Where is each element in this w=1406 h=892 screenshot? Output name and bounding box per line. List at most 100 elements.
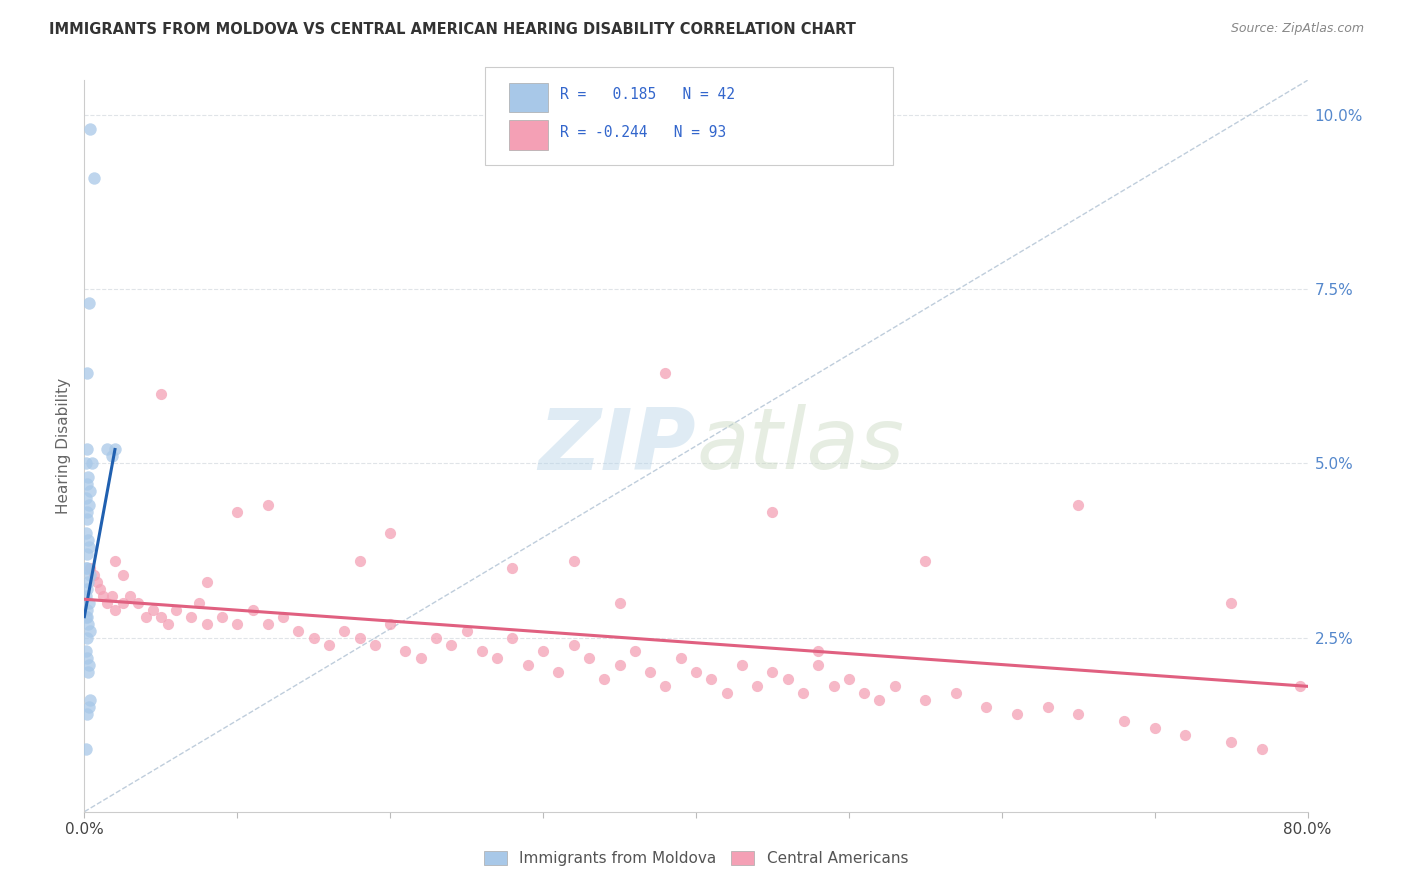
Point <box>226 616 249 631</box>
Point <box>669 651 692 665</box>
Point <box>195 574 218 589</box>
Point <box>101 589 124 603</box>
Point <box>77 658 100 673</box>
Point <box>120 589 142 603</box>
Point <box>226 505 249 519</box>
Point <box>456 624 478 638</box>
Point <box>547 665 569 680</box>
Point <box>1174 728 1197 742</box>
Point <box>211 609 233 624</box>
Point <box>1067 498 1090 512</box>
Point <box>96 442 118 457</box>
Point <box>135 609 157 624</box>
Point <box>869 693 891 707</box>
Point <box>76 707 98 722</box>
Point <box>807 644 830 658</box>
Point <box>79 484 101 499</box>
Point <box>75 457 97 471</box>
Point <box>578 651 600 665</box>
Point <box>165 603 187 617</box>
Point <box>77 616 100 631</box>
Point <box>761 505 783 519</box>
Point <box>747 679 769 693</box>
Point <box>142 603 165 617</box>
Point <box>440 638 463 652</box>
Point <box>853 686 876 700</box>
Point <box>761 665 783 680</box>
Point <box>838 673 860 687</box>
Point <box>976 700 998 714</box>
Point <box>471 644 494 658</box>
Point <box>562 638 585 652</box>
Text: R =   0.185   N = 42: R = 0.185 N = 42 <box>560 87 734 103</box>
Point <box>823 679 845 693</box>
Point <box>77 498 100 512</box>
Point <box>654 679 676 693</box>
Point <box>76 512 98 526</box>
Point <box>883 679 905 693</box>
Point <box>486 651 509 665</box>
Point <box>333 624 356 638</box>
Point <box>502 561 524 575</box>
Point <box>914 554 936 568</box>
Point <box>77 296 100 310</box>
Point <box>76 561 98 575</box>
Point <box>79 122 101 136</box>
Point <box>302 631 325 645</box>
Point <box>609 658 631 673</box>
Point <box>380 616 402 631</box>
Point <box>1143 721 1166 735</box>
Point <box>562 554 585 568</box>
Point <box>593 673 616 687</box>
Point <box>104 554 127 568</box>
Point <box>776 673 799 687</box>
Legend: Immigrants from Moldova, Central Americans: Immigrants from Moldova, Central America… <box>484 851 908 866</box>
Point <box>349 631 371 645</box>
Point <box>409 651 432 665</box>
Point <box>75 589 97 603</box>
Y-axis label: Hearing Disability: Hearing Disability <box>56 378 72 514</box>
Point <box>76 547 98 561</box>
Point <box>1005 707 1028 722</box>
Text: atlas: atlas <box>696 404 904 488</box>
Point <box>149 386 172 401</box>
Text: R = -0.244   N = 93: R = -0.244 N = 93 <box>560 125 725 140</box>
Point <box>77 533 100 547</box>
Point <box>638 665 661 680</box>
Point <box>380 526 402 541</box>
Point <box>104 442 127 457</box>
Point <box>394 644 416 658</box>
Point <box>76 631 98 645</box>
Point <box>91 589 114 603</box>
Point <box>731 658 754 673</box>
Text: Source: ZipAtlas.com: Source: ZipAtlas.com <box>1230 22 1364 36</box>
Point <box>75 526 97 541</box>
Point <box>1250 742 1272 756</box>
Point <box>716 686 738 700</box>
Point <box>1067 707 1090 722</box>
Point <box>700 673 723 687</box>
Point <box>914 693 936 707</box>
Point <box>75 561 97 575</box>
Point <box>1220 596 1243 610</box>
Point <box>76 603 98 617</box>
Point <box>76 582 98 596</box>
Point <box>149 609 172 624</box>
Point <box>76 505 98 519</box>
Point <box>79 567 101 582</box>
Point <box>1289 679 1312 693</box>
Point <box>75 742 97 756</box>
Point <box>349 554 371 568</box>
Point <box>242 603 264 617</box>
Point <box>76 366 98 380</box>
Point <box>77 665 100 680</box>
Point <box>1036 700 1059 714</box>
Point <box>77 700 100 714</box>
Point <box>807 658 830 673</box>
Point <box>96 596 118 610</box>
Point <box>80 457 103 471</box>
Text: IMMIGRANTS FROM MOLDOVA VS CENTRAL AMERICAN HEARING DISABILITY CORRELATION CHART: IMMIGRANTS FROM MOLDOVA VS CENTRAL AMERI… <box>49 22 856 37</box>
Point <box>1220 735 1243 749</box>
Point <box>188 596 211 610</box>
Point <box>257 616 280 631</box>
